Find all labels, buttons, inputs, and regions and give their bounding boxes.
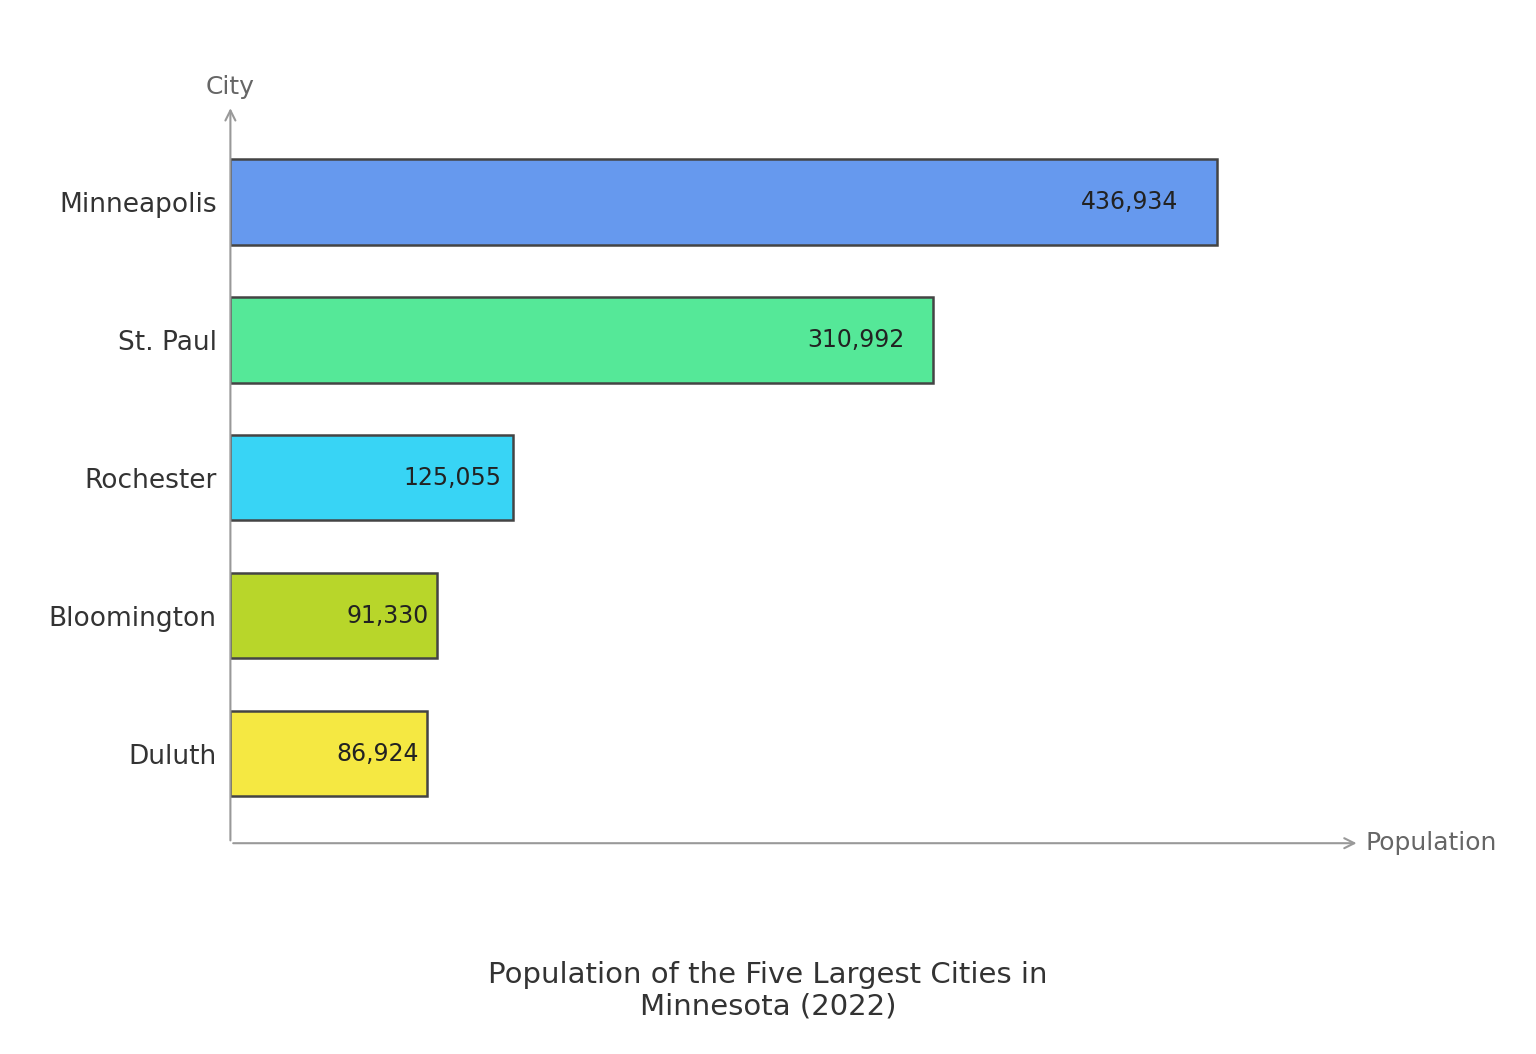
Bar <box>230 297 932 383</box>
Bar <box>230 573 436 659</box>
Text: 125,055: 125,055 <box>404 466 502 490</box>
Bar <box>230 710 427 797</box>
Text: 436,934: 436,934 <box>1080 190 1178 214</box>
Text: Population: Population <box>1366 832 1496 855</box>
Text: City: City <box>206 75 255 98</box>
Bar <box>230 159 1218 245</box>
Text: Population of the Five Largest Cities in
Minnesota (2022): Population of the Five Largest Cities in… <box>488 960 1048 1021</box>
Text: 310,992: 310,992 <box>808 328 905 352</box>
Bar <box>230 435 513 521</box>
Text: 91,330: 91,330 <box>346 604 429 627</box>
Text: 86,924: 86,924 <box>336 742 419 765</box>
